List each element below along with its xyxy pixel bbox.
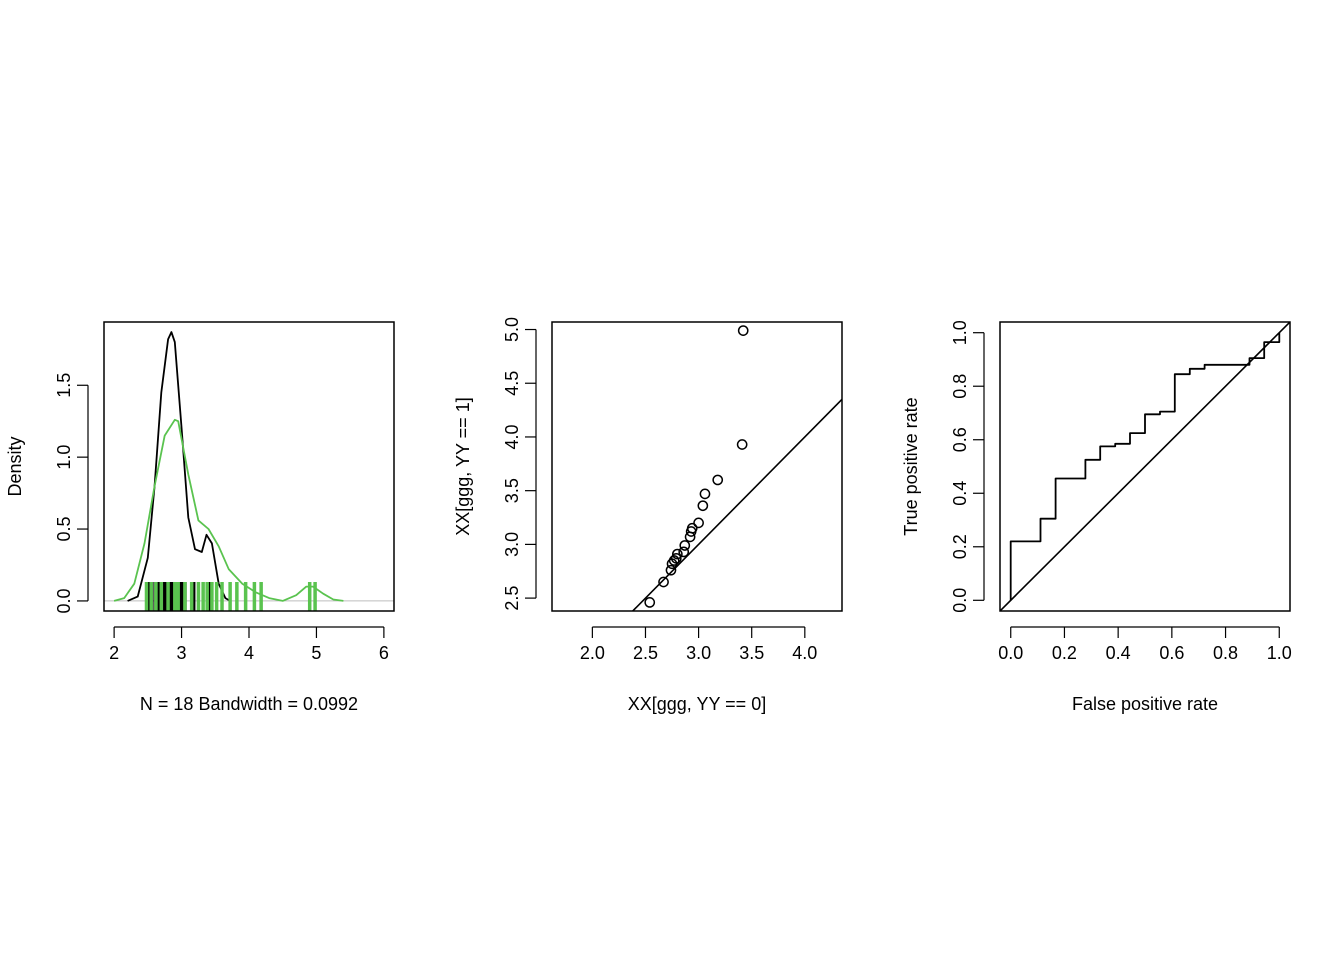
y-tick-label: 4.5 [502, 371, 522, 396]
y-tick-label: 0.0 [54, 588, 74, 613]
y-tick-label: 1.5 [54, 373, 74, 398]
y-tick-label: 1.0 [54, 445, 74, 470]
data-point [678, 546, 690, 558]
plot-area [1000, 322, 1290, 611]
plot-frame [551, 321, 843, 612]
series-line-0 [127, 331, 231, 602]
x-tick-label: 4.0 [792, 643, 817, 663]
x-axis: 0.0 0.2 0.4 0.6 0.8 1.0 [998, 626, 1292, 663]
x-axis-title: XX[ggg, YY == 0] [628, 694, 766, 714]
y-tick-label: 2.5 [502, 586, 522, 611]
plot-area [104, 331, 394, 611]
x-tick-label: 0.0 [998, 643, 1023, 663]
data-point [671, 548, 683, 560]
data-point [686, 522, 698, 534]
x-tick-label: 2.5 [633, 643, 658, 663]
y-tick-label: 0.5 [54, 517, 74, 542]
y-tick-label: 0.2 [950, 534, 970, 559]
data-point [693, 517, 704, 529]
x-tick-label: 0.2 [1052, 643, 1077, 663]
x-tick-label: 0.8 [1213, 643, 1238, 663]
y-tick-label: 0.0 [950, 588, 970, 613]
reference-line [631, 398, 842, 611]
reference-line [1000, 322, 1290, 611]
data-point [712, 474, 724, 486]
x-tick-label: 0.4 [1106, 643, 1131, 663]
data-point [699, 488, 711, 500]
data-point [665, 564, 677, 576]
y-tick-label: 0.8 [950, 374, 970, 399]
data-point [668, 555, 680, 566]
x-tick-label: 1.0 [1267, 643, 1292, 663]
y-tick-label: 5.0 [502, 317, 522, 342]
y-axis: 2.5 3.0 3.5 4.0 4.5 5.0 [502, 317, 537, 611]
x-tick-label: 5 [311, 643, 321, 663]
qq-panel: 2.0 2.5 3.0 3.5 4.0 XX[ggg, YY == 0] 2.5 3.0 3.5… [453, 317, 843, 714]
y-axis-title: XX[ggg, YY == 1] [453, 397, 473, 535]
y-tick-label: 1.0 [950, 320, 970, 345]
x-axis-title: N = 18 Bandwidth = 0.0992 [140, 694, 358, 714]
x-tick-label: 0.6 [1159, 643, 1184, 663]
y-tick-label: 3.5 [502, 478, 522, 503]
data-point [736, 439, 748, 450]
data-point [658, 576, 669, 588]
y-tick-label: 3.0 [502, 532, 522, 557]
x-axis: 2 3 4 5 6 [109, 626, 389, 663]
plot-frame [103, 321, 395, 612]
y-tick-label: 0.4 [950, 481, 970, 506]
x-tick-label: 3.5 [739, 643, 764, 663]
data-point [679, 540, 691, 551]
x-tick-label: 6 [379, 643, 389, 663]
plot-frame [999, 321, 1291, 612]
y-tick-label: 0.6 [950, 427, 970, 452]
x-tick-label: 2 [109, 643, 119, 663]
y-tick-label: 4.0 [502, 424, 522, 449]
data-point [670, 553, 682, 564]
series-line-1 [113, 418, 344, 602]
x-tick-label: 3 [177, 643, 187, 663]
plot-area [631, 325, 842, 611]
x-tick-label: 4 [244, 643, 254, 663]
data-point [644, 597, 656, 608]
x-axis: 2.0 2.5 3.0 3.5 4.0 [580, 626, 817, 663]
y-axis-title: True positive rate [901, 397, 921, 535]
roc-panel: 0.0 0.2 0.4 0.6 0.8 1.0 False positive rate 0.0… [901, 320, 1292, 714]
series-line-0 [1009, 332, 1281, 601]
x-tick-label: 3.0 [686, 643, 711, 663]
data-point [737, 325, 749, 336]
x-tick-label: 2.0 [580, 643, 605, 663]
y-axis: 0.0 0.2 0.4 0.6 0.8 1.0 [950, 320, 985, 613]
x-axis-title: False positive rate [1072, 694, 1218, 714]
data-point [697, 500, 709, 512]
density-panel: 2 3 4 5 6 N = 18 Bandwidth = 0.0992 0.0 0.5 1.0 1… [5, 321, 395, 714]
y-axis-title: Density [5, 436, 25, 496]
y-axis: 0.0 0.5 1.0 1.5 [54, 373, 89, 613]
